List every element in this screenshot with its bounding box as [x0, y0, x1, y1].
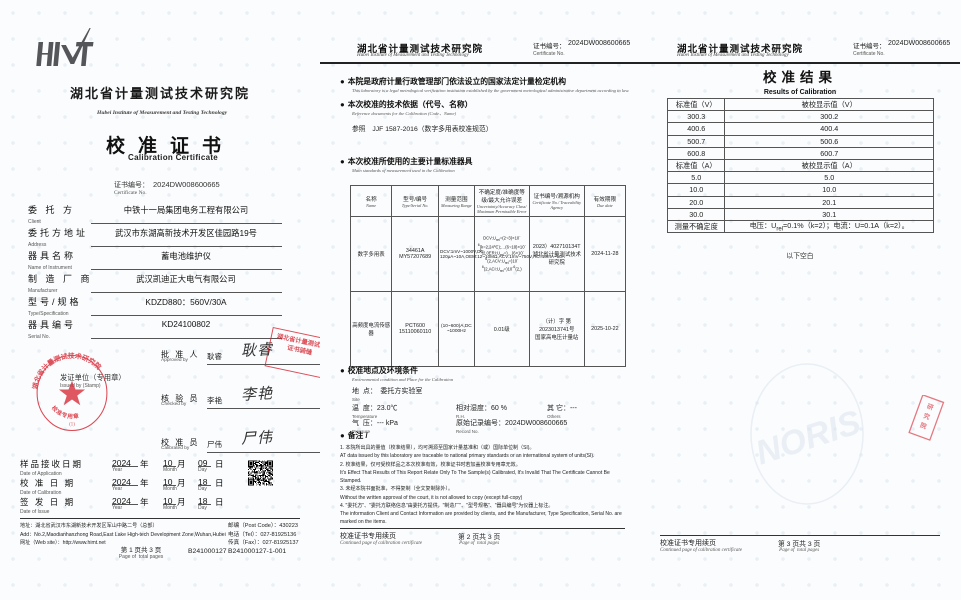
svg-text:NORIS: NORIS — [751, 403, 864, 473]
svg-text:湖北省计量测试技术研究院: 湖北省计量测试技术研究院 — [30, 351, 103, 390]
svg-text:研: 研 — [926, 402, 935, 412]
svg-text:校准专用章: 校准专用章 — [50, 404, 80, 421]
svg-text:院: 院 — [919, 420, 929, 431]
svg-text:究: 究 — [922, 411, 932, 422]
svg-text:(1): (1) — [69, 423, 75, 428]
